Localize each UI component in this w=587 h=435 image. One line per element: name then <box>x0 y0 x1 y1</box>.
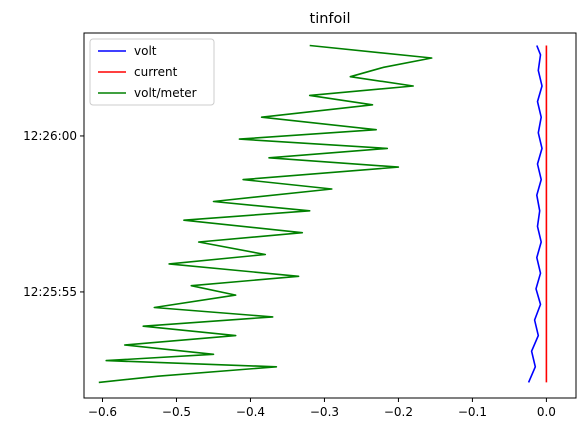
legend-label: volt <box>134 44 157 58</box>
x-tick-label: −0.1 <box>458 405 487 419</box>
legend-label: volt/meter <box>134 86 197 100</box>
x-tick-label: −0.5 <box>162 405 191 419</box>
y-axis: 12:25:55 12:26:00 <box>23 129 84 299</box>
x-tick-label: −0.3 <box>310 405 339 419</box>
y-tick-label: 12:26:00 <box>23 129 77 143</box>
x-tick-label: 0.0 <box>537 405 556 419</box>
x-tick-label: −0.2 <box>384 405 413 419</box>
x-tick-label: −0.4 <box>236 405 265 419</box>
legend-box <box>89 38 215 106</box>
plot-area-frame <box>83 32 577 399</box>
chart-title: tinfoil <box>310 11 351 27</box>
legend-label: current <box>134 65 178 79</box>
series-line-volt <box>527 45 543 383</box>
y-tick-label: 12:25:55 <box>23 285 77 299</box>
x-axis: −0.6 −0.5 −0.4 −0.3 −0.2 −0.1 0.0 <box>88 398 556 419</box>
x-tick-label: −0.6 <box>88 405 117 419</box>
plot-series <box>98 44 548 384</box>
series-line-volt-meter <box>98 44 433 384</box>
legend: volt current volt/meter <box>89 38 215 106</box>
